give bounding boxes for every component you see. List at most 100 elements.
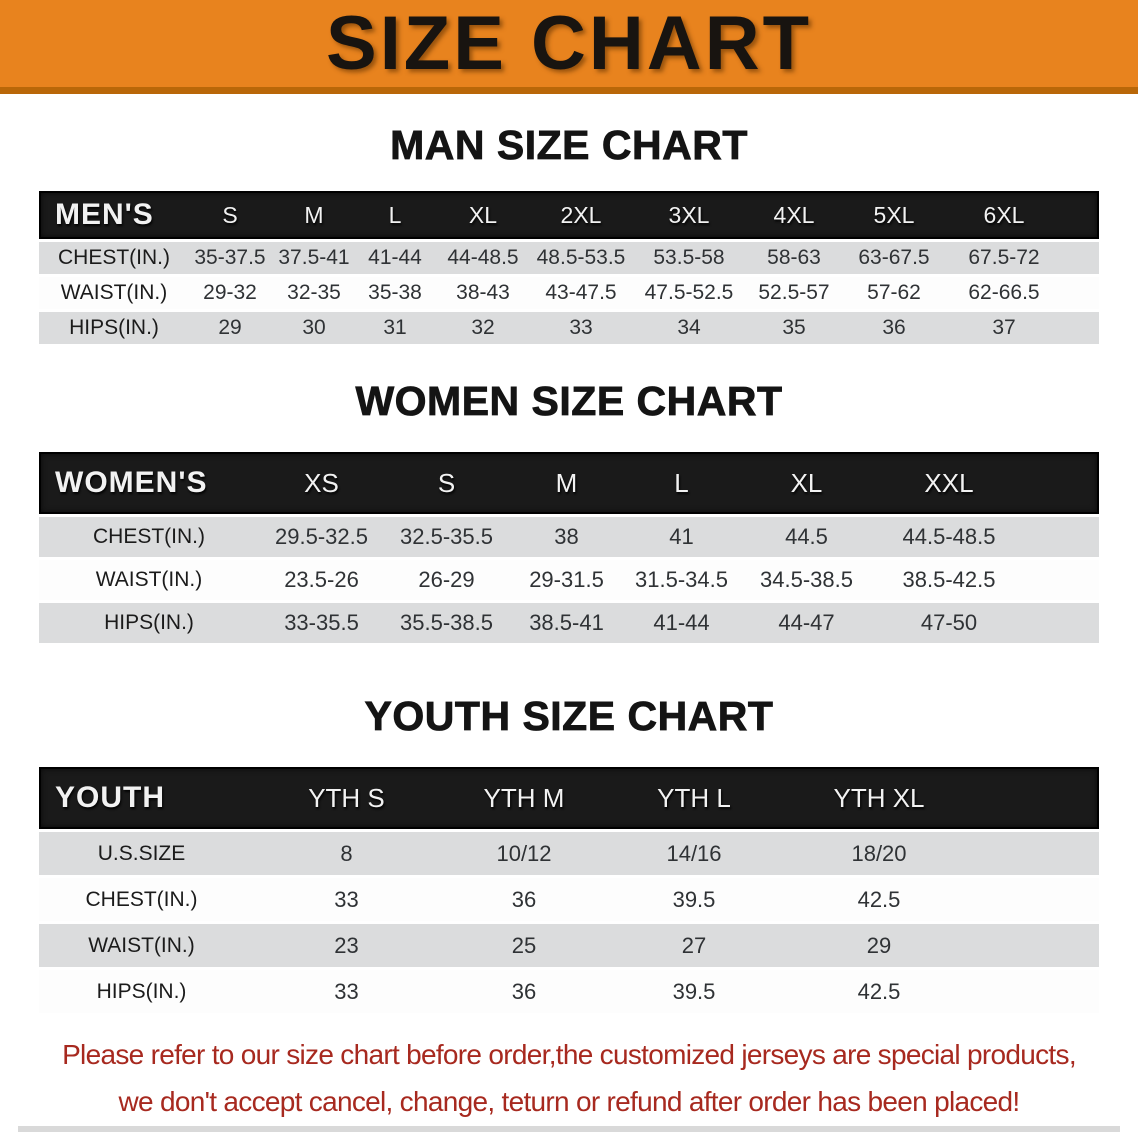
youth-row-chestin: CHEST(IN.) 33 36 39.5 42.5 (39, 878, 1099, 921)
womens-waistin-value: 31.5-34.5 (635, 567, 728, 592)
mens-chestin-value: 44-48.5 (447, 246, 519, 269)
mens-chestin-value: 37.5-41 (278, 246, 350, 269)
womens-waistin-value: 23.5-26 (284, 567, 359, 592)
womens-row-hipsin: HIPS(IN.) 33-35.5 35.5-38.5 38.5-41 41-44 44-… (39, 603, 1099, 643)
youth-row-label-hipsin: HIPS(IN.) (96, 979, 187, 1003)
mens-chestin-value: 53.5-58 (653, 246, 725, 269)
womens-chestin-value: 29.5-32.5 (275, 524, 368, 549)
womens-chestin-value: 44.5-48.5 (902, 524, 996, 549)
youth-table-header: YOUTH YTH S YTH M YTH L YTH XL (39, 767, 1099, 829)
mens-waistin-value: 52.5-57 (758, 281, 830, 304)
disclaimer-line-2: we don't accept cancel, change, teturn o… (118, 1086, 1021, 1117)
mens-row-label-hipsin: HIPS(IN.) (69, 316, 159, 339)
youth-column-header-ythl: YTH L (657, 782, 731, 813)
mens-column-header-5xl: 5XL (873, 201, 915, 228)
mens-hipsin-value: 32 (471, 316, 495, 339)
womens-column-header-l: L (674, 467, 689, 498)
womens-hipsin-value: 38.5-41 (529, 610, 604, 635)
youth-waistin-value: 23 (334, 932, 359, 958)
mens-chestin-value: 48.5-53.5 (536, 246, 626, 269)
mens-hipsin-value: 35 (782, 316, 806, 339)
mens-chestin-value: 63-67.5 (858, 246, 930, 269)
mens-hipsin-value: 31 (383, 316, 407, 339)
youth-waistin-value: 29 (866, 932, 892, 958)
mens-column-header-m: M (304, 201, 324, 228)
mens-chestin-value: 67.5-72 (968, 246, 1040, 269)
womens-row-label-waistin: WAIST(IN.) (95, 568, 203, 591)
youth-section: YOUTH SIZE CHART YOUTH YTH S YTH M YTH L YTH… (0, 693, 1138, 1013)
womens-chestin-value: 41 (669, 524, 694, 549)
youth-hipsin-value: 39.5 (672, 978, 716, 1004)
youth-column-header-ythm: YTH M (483, 782, 565, 813)
mens-waistin-value: 62-66.5 (968, 281, 1040, 304)
mens-column-header-2xl: 2XL (560, 201, 602, 228)
mens-chestin-value: 58-63 (767, 246, 821, 269)
mens-waistin-value: 43-47.5 (545, 281, 617, 304)
disclaimer: Please refer to our size chart before or… (0, 1031, 1138, 1125)
mens-column-header-l: L (388, 201, 402, 228)
disclaimer-line-1: Please refer to our size chart before or… (62, 1039, 1077, 1070)
youth-size-table: YOUTH YTH S YTH M YTH L YTH XL U.S.SIZE 8 10/12… (39, 767, 1099, 1013)
women-section: WOMEN SIZE CHART WOMEN'S XS S M L XL XXL CHEST(… (0, 378, 1138, 643)
youth-row-label-chestin: CHEST(IN.) (85, 887, 198, 911)
women-section-heading: WOMEN SIZE CHART (355, 378, 783, 425)
womens-column-header-s: S (437, 467, 456, 498)
mens-hipsin-value: 29 (218, 316, 242, 339)
mens-column-header-4xl: 4XL (773, 201, 815, 228)
mens-hipsin-value: 37 (992, 316, 1016, 339)
mens-waistin-value: 38-43 (456, 281, 510, 304)
womens-hipsin-value: 47-50 (920, 610, 978, 635)
womens-row-chestin: CHEST(IN.) 29.5-32.5 32.5-35.5 38 41 44.5 44.5… (39, 517, 1099, 557)
mens-chestin-value: 35-37.5 (194, 246, 266, 269)
womens-chestin-value: 44.5 (785, 524, 828, 549)
womens-waistin-value: 29-31.5 (529, 567, 604, 592)
womens-row-label-hipsin: HIPS(IN.) (104, 611, 194, 634)
womens-column-header-xl: XL (790, 467, 823, 498)
youth-ussize-value: 18/20 (851, 840, 907, 866)
womens-hipsin-value: 35.5-38.5 (400, 610, 493, 635)
womens-row-waistin: WAIST(IN.) 23.5-26 26-29 29-31.5 31.5-34.5 34… (39, 560, 1099, 600)
youth-column-header-ythxl: YTH XL (833, 782, 925, 813)
mens-row-waistin: WAIST(IN.) 29-32 32-35 35-38 38-43 43-47.5 47.… (39, 277, 1099, 309)
mens-hipsin-value: 34 (677, 316, 701, 339)
youth-row-ussize: U.S.SIZE 8 10/12 14/16 18/20 (39, 832, 1099, 875)
youth-row-label-ussize: U.S.SIZE (97, 841, 186, 865)
womens-hipsin-value: 41-44 (653, 610, 710, 635)
womens-hipsin-value: 44-47 (778, 610, 835, 635)
womens-table-title: WOMEN'S (55, 466, 208, 499)
womens-column-header-m: M (555, 467, 578, 498)
mens-column-header-xl: XL (468, 201, 498, 228)
mens-waistin-value: 29-32 (203, 281, 257, 304)
youth-chestin-value: 39.5 (672, 886, 716, 912)
youth-column-header-yths: YTH S (308, 782, 385, 813)
mens-chestin-value: 41-44 (368, 246, 422, 269)
mens-hipsin-value: 33 (569, 316, 593, 339)
womens-column-header-xs: XS (304, 467, 339, 498)
women-size-table: WOMEN'S XS S M L XL XXL CHEST(IN.) 29.5-32.5 32.5… (39, 452, 1099, 643)
youth-ussize-value: 8 (340, 840, 353, 866)
youth-hipsin-value: 42.5 (857, 978, 901, 1004)
mens-column-header-s: S (222, 201, 238, 228)
men-size-table: MEN'S S M L XL 2XL 3XL 4XL 5XL 6XL CHEST(IN.) 35-37… (39, 191, 1099, 344)
youth-hipsin-value: 33 (334, 978, 359, 1004)
mens-column-header-6xl: 6XL (983, 201, 1025, 228)
mens-row-label-chestin: CHEST(IN.) (58, 246, 170, 269)
youth-row-label-waistin: WAIST(IN.) (88, 933, 195, 957)
mens-hipsin-value: 30 (302, 316, 326, 339)
womens-waistin-value: 38.5-42.5 (902, 567, 996, 592)
womens-chestin-value: 32.5-35.5 (400, 524, 493, 549)
womens-chestin-value: 38 (554, 524, 579, 549)
mens-waistin-value: 57-62 (867, 281, 921, 304)
mens-waistin-value: 47.5-52.5 (644, 281, 734, 304)
womens-column-header-xxl: XXL (924, 467, 974, 498)
youth-waistin-value: 25 (511, 932, 537, 958)
bottom-edge-strip (18, 1126, 1120, 1132)
youth-hipsin-value: 36 (511, 978, 537, 1004)
mens-column-header-3xl: 3XL (668, 201, 710, 228)
youth-chestin-value: 42.5 (857, 886, 901, 912)
youth-chestin-value: 33 (334, 886, 359, 912)
banner: SIZE CHART (0, 0, 1138, 94)
mens-table-header: MEN'S S M L XL 2XL 3XL 4XL 5XL 6XL (39, 191, 1099, 239)
page-title: SIZE CHART (326, 0, 812, 86)
